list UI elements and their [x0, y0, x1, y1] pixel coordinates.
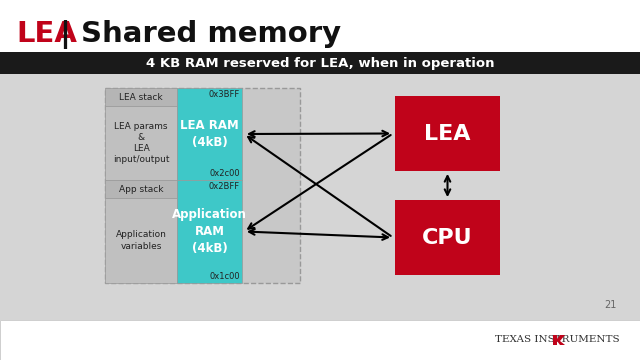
Text: Application
variables: Application variables — [116, 230, 166, 251]
Bar — [395, 200, 500, 275]
Bar — [105, 180, 177, 198]
Bar — [0, 320, 640, 360]
Text: 4 KB RAM reserved for LEA, when in operation: 4 KB RAM reserved for LEA, when in opera… — [146, 57, 494, 69]
Polygon shape — [553, 335, 565, 345]
Bar — [0, 74, 640, 320]
Text: 21: 21 — [605, 300, 617, 310]
Text: | Shared memory: | Shared memory — [50, 19, 341, 49]
Bar — [105, 88, 300, 283]
Text: 0x2c00: 0x2c00 — [209, 169, 240, 178]
Bar — [395, 96, 500, 171]
Bar — [105, 106, 177, 180]
Text: App stack: App stack — [119, 185, 163, 194]
Text: 0x1c00: 0x1c00 — [209, 272, 240, 281]
Text: Application
RAM
(4kB): Application RAM (4kB) — [172, 208, 247, 255]
Text: LEA stack: LEA stack — [119, 93, 163, 102]
Bar — [105, 198, 177, 283]
Bar — [105, 88, 177, 106]
Bar — [0, 52, 640, 74]
Text: 0x3BFF: 0x3BFF — [209, 90, 240, 99]
Text: LEA: LEA — [16, 20, 77, 48]
Text: 0x2BFF: 0x2BFF — [209, 182, 240, 191]
Text: LEA: LEA — [424, 123, 471, 144]
Bar — [177, 180, 242, 283]
Bar — [177, 88, 242, 180]
Text: TEXAS INSTRUMENTS: TEXAS INSTRUMENTS — [495, 336, 620, 345]
Text: CPU: CPU — [422, 228, 473, 248]
Text: LEA RAM
(4kB): LEA RAM (4kB) — [180, 119, 239, 149]
Text: LEA params
&
LEA
input/output: LEA params & LEA input/output — [113, 122, 169, 164]
